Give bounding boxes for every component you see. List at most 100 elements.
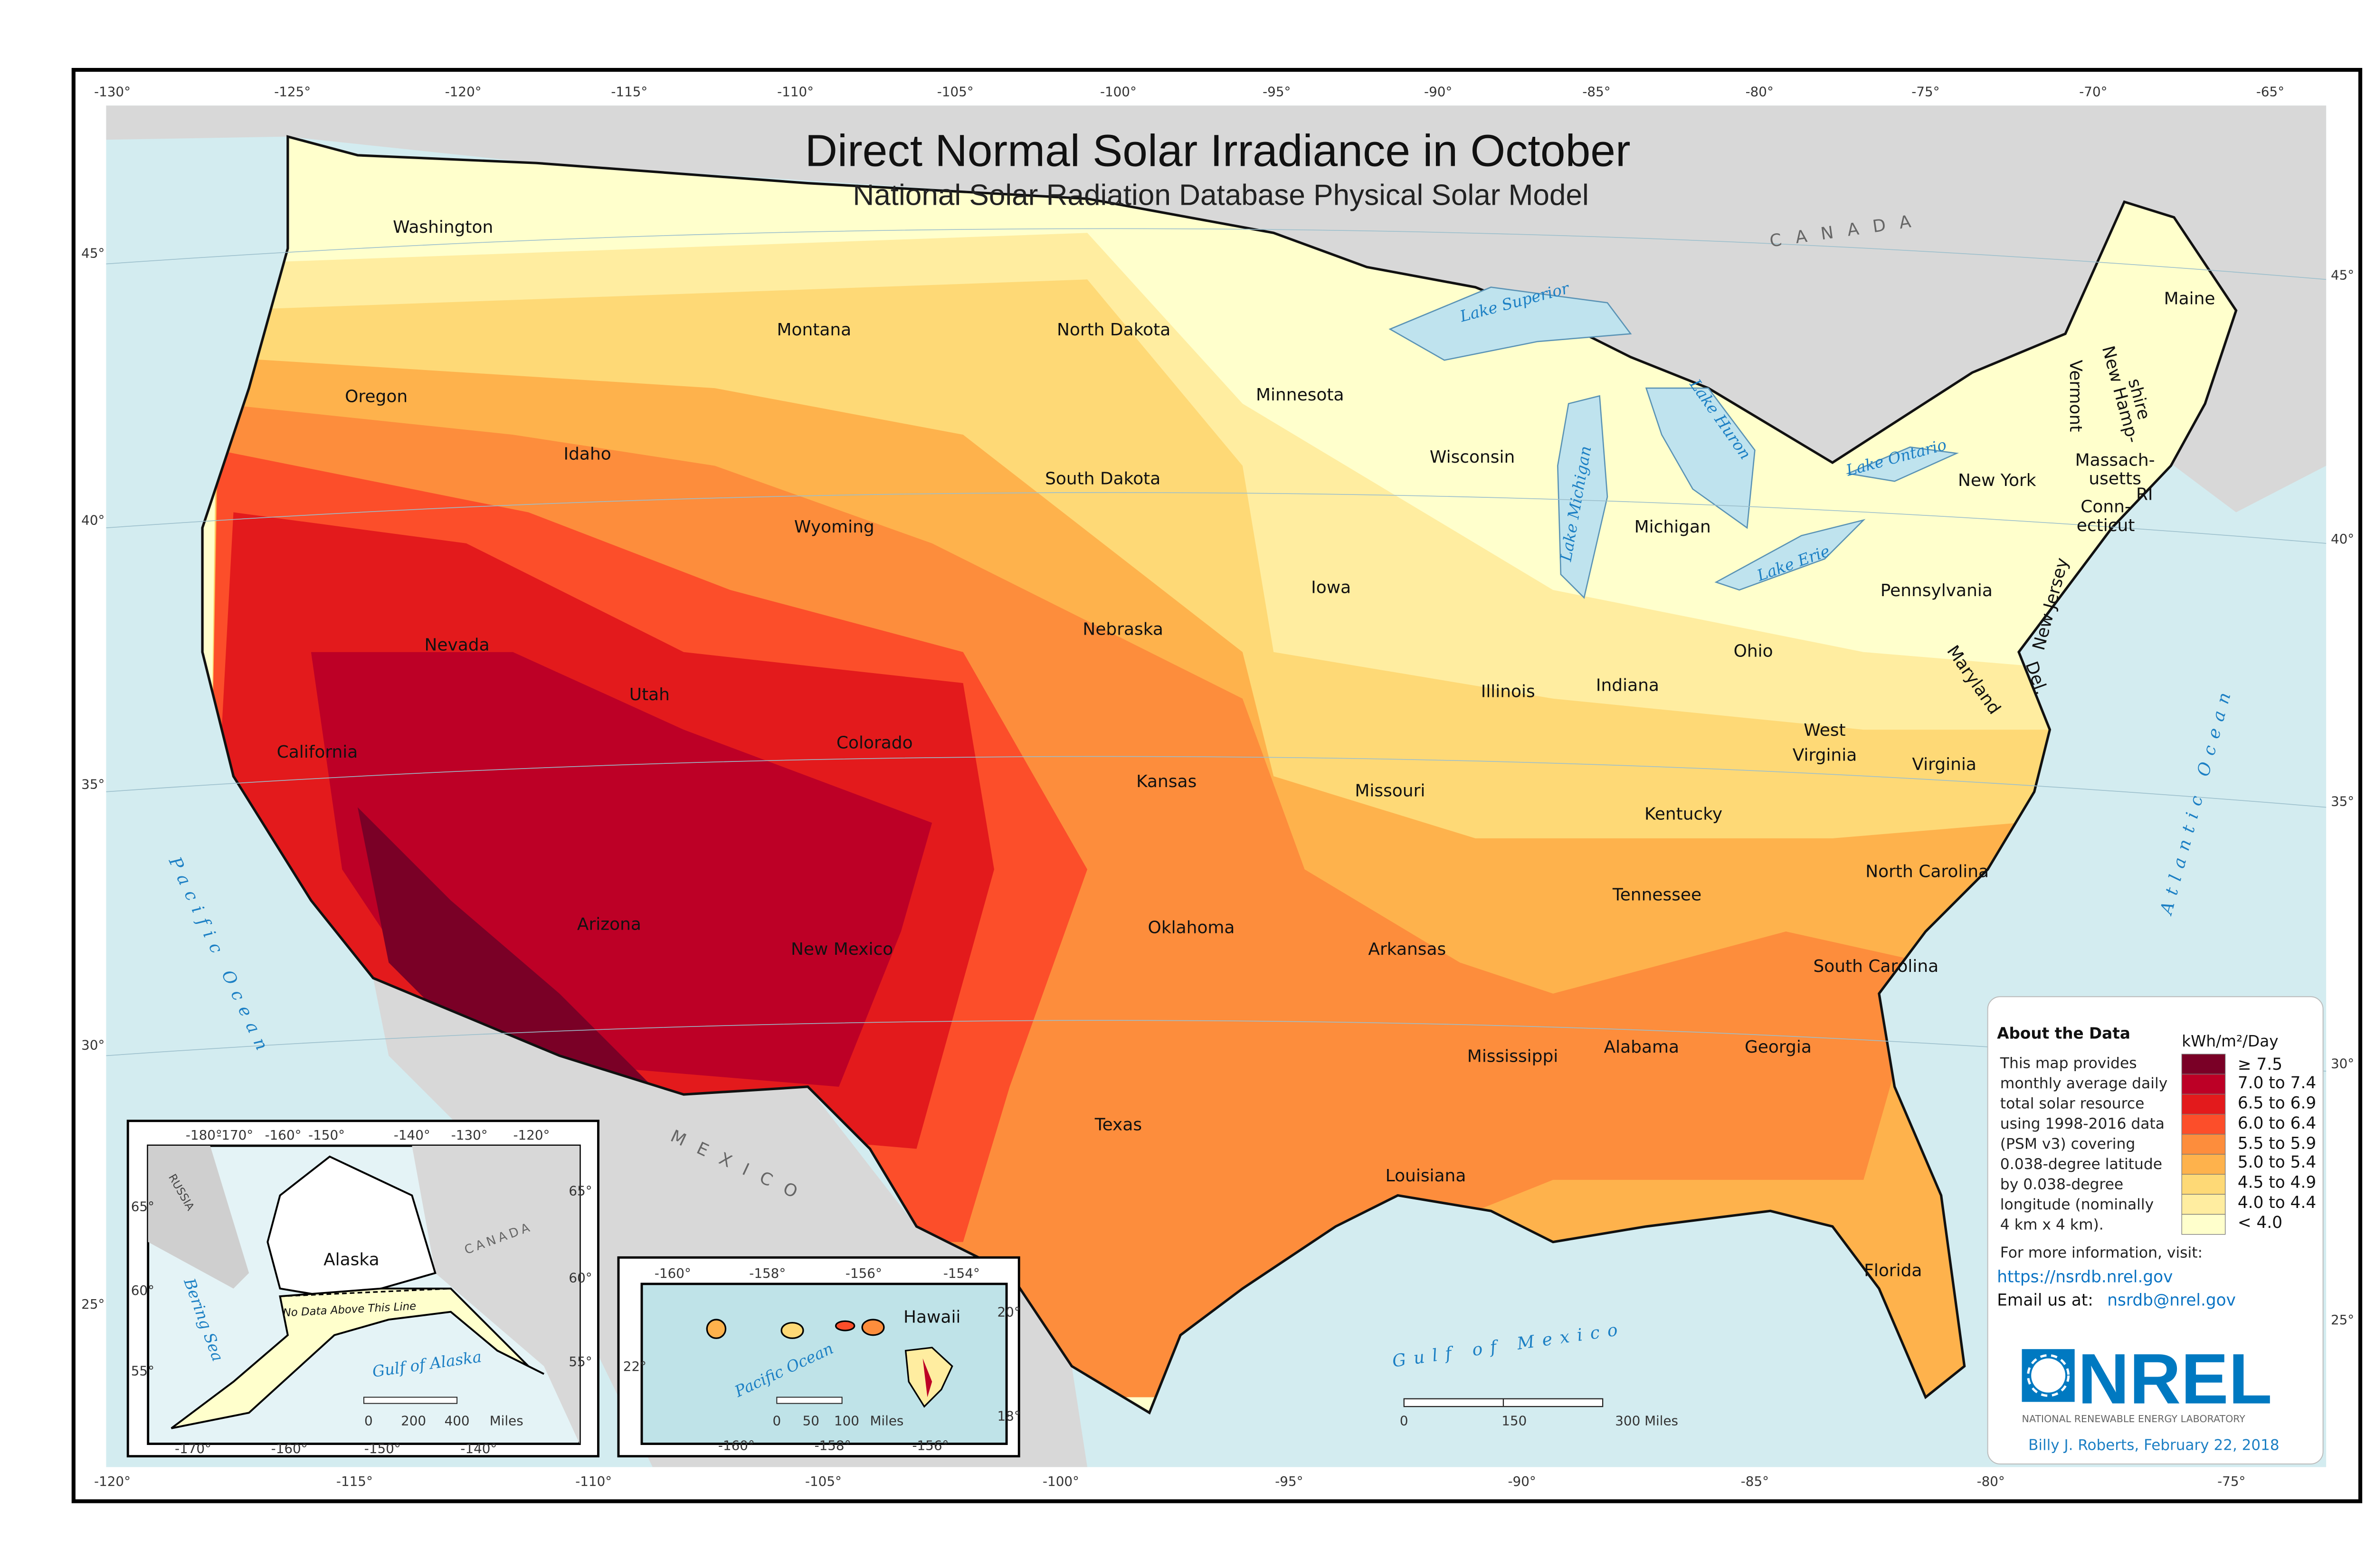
lat-label: 30° (2331, 1056, 2354, 1072)
state-label: Virginia (1793, 745, 1857, 765)
lon-label: -110° (575, 1473, 612, 1489)
state-label: Montana (777, 320, 851, 340)
state-label: Virginia (1912, 755, 1976, 774)
scale-label: Miles (490, 1413, 523, 1428)
legend-label: < 4.0 (2238, 1213, 2282, 1232)
state-label: Texas (1094, 1115, 1142, 1134)
state-label: Vermont (2066, 360, 2085, 432)
state-label: Mississippi (1467, 1047, 1558, 1066)
state-label: Wisconsin (1430, 447, 1515, 467)
scale-label: Miles (870, 1413, 903, 1428)
lon-label: -156° (846, 1265, 882, 1281)
lat-label: 40° (2331, 531, 2354, 547)
about-line: longitude (nominally (2000, 1196, 2154, 1213)
scale-label: 400 (445, 1413, 470, 1428)
lon-label: -170° (175, 1441, 211, 1456)
lat-label: 20° (997, 1304, 1020, 1320)
state-labels: Washington Oregon California Nevada Idah… (277, 218, 2215, 1280)
state-label: Ohio (1734, 641, 1773, 661)
state-label: South Carolina (1813, 957, 1938, 976)
lon-label: -120° (445, 84, 482, 100)
top-longitude-labels: -130° -125° -120° -115° -110° -105° -100… (94, 84, 2284, 100)
state-label: California (277, 742, 358, 762)
lon-label: -115° (336, 1473, 373, 1489)
scale-label: 0 (773, 1413, 781, 1428)
legend-swatch (2181, 1194, 2226, 1215)
email-label: Email us at: (1997, 1291, 2093, 1310)
lon-label: -80° (1746, 84, 1774, 100)
about-line: (PSM v3) covering (2000, 1136, 2135, 1153)
lon-label: -95° (1263, 84, 1291, 100)
lon-label: -110° (777, 84, 814, 100)
state-label: Utah (629, 685, 670, 704)
scale-label: 200 (401, 1413, 426, 1428)
state-label: North Dakota (1057, 320, 1170, 340)
scale-label: 0 (364, 1413, 373, 1428)
about-line: This map provides (2000, 1055, 2137, 1072)
state-label: West (1804, 721, 1845, 740)
lat-label: 35° (2331, 793, 2354, 809)
nsrdb-link[interactable]: https://nsrdb.nrel.gov (1997, 1268, 2173, 1287)
nrel-tagline: NATIONAL RENEWABLE ENERGY LABORATORY (2022, 1413, 2246, 1425)
state-label: Conn- (2080, 497, 2131, 517)
about-text: This map provides monthly average daily … (2000, 1055, 2203, 1262)
lon-label: -170° (217, 1127, 253, 1143)
about-line: 4 km x 4 km). (2000, 1216, 2104, 1234)
scale-label: 150 (1501, 1413, 1527, 1428)
lon-label: -180° (186, 1127, 222, 1143)
lon-label: -160° (718, 1438, 755, 1454)
state-label: North Carolina (1865, 862, 1989, 882)
lon-label: -154° (943, 1265, 980, 1281)
state-label: RI (2136, 485, 2153, 504)
lon-label: -65° (2256, 84, 2284, 100)
lat-label: 40° (81, 513, 104, 528)
legend-label: ≥ 7.5 (2238, 1055, 2282, 1074)
lon-label: -100° (1100, 84, 1137, 100)
lat-label: 55° (131, 1363, 154, 1379)
lat-label: 18° (997, 1408, 1020, 1424)
about-line: 0.038-degree latitude (2000, 1156, 2162, 1173)
scale-label: 100 (834, 1413, 859, 1428)
lat-label: 65° (569, 1183, 592, 1199)
legend-label: 4.5 to 4.9 (2238, 1173, 2316, 1192)
lon-label: -90° (1508, 1473, 1536, 1489)
alaska-inset: Alaska RUSSIA CANADA Bering Sea Gulf of … (126, 1120, 599, 1458)
state-label: New York (1958, 471, 2036, 490)
lon-label: -100° (1043, 1473, 1079, 1489)
legend-swatch (2181, 1054, 2226, 1075)
state-label: Idaho (564, 444, 611, 464)
lat-label: 22° (623, 1359, 646, 1374)
state-label: Florida (1864, 1261, 1922, 1281)
legend-label: 5.0 to 5.4 (2238, 1153, 2316, 1172)
state-label: Arizona (577, 915, 641, 934)
lon-label: -95° (1275, 1473, 1303, 1489)
about-line: using 1998-2016 data (2000, 1115, 2165, 1132)
legend-label: 6.0 to 6.4 (2238, 1114, 2316, 1133)
state-label: Pennsylvania (1881, 581, 1993, 600)
state-label: ecticut (2077, 516, 2135, 535)
scale-label: 0 (1400, 1413, 1408, 1428)
state-label: Massach- (2075, 450, 2155, 470)
state-label: Indiana (1596, 675, 1659, 695)
state-label: Washington (393, 218, 493, 237)
state-label: Louisiana (1386, 1166, 1466, 1186)
lon-label: -120° (94, 1473, 131, 1489)
lon-label: -80° (1977, 1473, 2005, 1489)
lon-label: -130° (94, 84, 131, 100)
lon-label: -70° (2079, 84, 2107, 100)
state-label: New Mexico (791, 940, 893, 959)
alaska-label: Alaska (323, 1250, 380, 1270)
lat-label: 65° (131, 1198, 154, 1214)
nrel-logo: NREL NATIONAL RENEWABLE ENERGY LABORATOR… (2022, 1339, 2272, 1425)
right-latitude-labels: 45° 40° 35° 30° 25° (2331, 267, 2354, 1328)
state-label: Michigan (1634, 517, 1711, 537)
lon-label: -105° (937, 84, 974, 100)
canada-land (106, 105, 2327, 513)
legend-swatch (2181, 1074, 2226, 1095)
legend-label: 4.0 to 4.4 (2238, 1193, 2316, 1212)
email-link[interactable]: nsrdb@nrel.gov (2107, 1291, 2236, 1310)
state-label: Maine (2164, 289, 2215, 309)
lat-label: 60° (131, 1283, 154, 1298)
lat-label: 35° (81, 776, 104, 792)
